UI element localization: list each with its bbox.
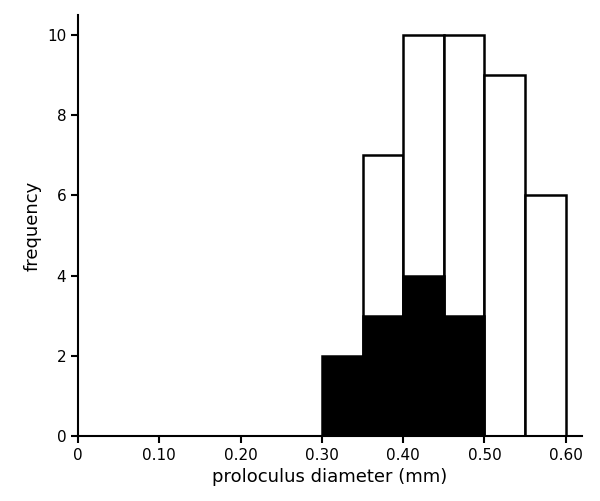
Bar	[444, 35, 484, 436]
Bar	[403, 35, 444, 436]
Y-axis label: frequency: frequency	[23, 180, 41, 271]
Bar	[484, 75, 525, 436]
Bar	[362, 155, 403, 436]
Bar	[444, 316, 484, 436]
Bar	[403, 276, 444, 436]
X-axis label: proloculus diameter (mm): proloculus diameter (mm)	[212, 468, 448, 486]
Bar	[525, 195, 566, 436]
Bar	[322, 356, 362, 436]
Bar	[362, 316, 403, 436]
